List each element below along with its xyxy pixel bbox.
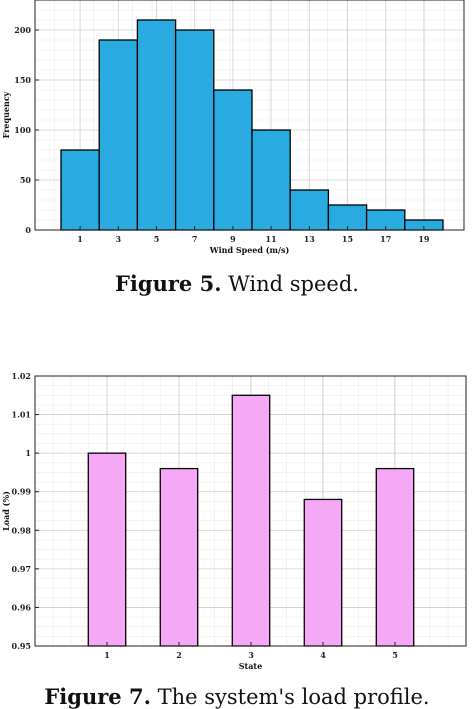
x-axis-label: State	[239, 661, 262, 671]
y-tick-label: 1.01	[12, 410, 31, 420]
bar-5	[136, 19, 177, 231]
figure-7-label: Figure 7.	[44, 684, 151, 709]
load-profile-bar-chart: 0.95 0.96 0.97 0.98 0.99 1 1.01 1.02 1 2 3 4 5 State L…	[1, 371, 467, 671]
figure-7-caption: Figure 7. The system's load profile.	[0, 684, 474, 709]
bar-2	[159, 467, 199, 647]
y-tick-label: 50	[20, 175, 32, 185]
figure-5-label: Figure 5.	[115, 271, 222, 296]
x-tick-label: 7	[192, 234, 198, 244]
y-tick-label: 0.96	[12, 602, 32, 612]
y-tick-label: 0.95	[12, 641, 31, 651]
bar-13	[289, 189, 330, 231]
y-axis-label: Load (%)	[1, 491, 11, 531]
x-tick-label: 17	[380, 234, 391, 244]
y-tick-label: 0.97	[12, 564, 31, 574]
bar-3	[231, 394, 271, 647]
x-tick-label: 11	[266, 234, 277, 244]
figure-7-text: The system's load profile.	[157, 685, 430, 709]
bar-7	[174, 29, 215, 231]
x-tick-label: 1	[77, 234, 83, 244]
x-tick-label: 15	[342, 234, 353, 244]
x-tick-label: 1	[104, 650, 110, 660]
figure-5-caption: Figure 5. Wind speed.	[0, 271, 474, 296]
y-tick-label: 200	[14, 25, 31, 35]
x-tick-label: 9	[230, 234, 236, 244]
x-axis-label: Wind Speed (m/s)	[209, 245, 290, 255]
y-tick-label: 150	[14, 75, 31, 85]
y-tick-label: 100	[14, 125, 31, 135]
bar-5	[375, 467, 415, 647]
x-tick-label: 3	[248, 650, 254, 660]
bar-3	[98, 39, 139, 231]
x-tick-label: 2	[176, 650, 182, 660]
x-tick-label: 4	[320, 650, 326, 660]
bar-9	[213, 89, 253, 231]
figure-5-text: Wind speed.	[228, 272, 359, 296]
x-tick-label: 5	[154, 234, 160, 244]
bar-4	[303, 498, 343, 647]
x-tick-label: 13	[304, 234, 316, 244]
bar-11	[251, 129, 291, 231]
x-tick-label: 5	[392, 650, 398, 660]
bar-1	[60, 149, 100, 231]
y-tick-label: 0.99	[12, 487, 32, 497]
y-tick-label: 1.02	[12, 371, 31, 381]
plot-frame	[34, 0, 465, 231]
bar-15	[327, 204, 368, 231]
y-axis-label: Frequency	[1, 91, 11, 138]
y-tick-label: 1	[25, 448, 31, 458]
y-tick-label: 0.98	[12, 525, 32, 535]
y-tick-label: 0	[25, 225, 31, 235]
bar-1	[87, 452, 127, 647]
x-tick-label: 19	[418, 234, 430, 244]
x-tick-label: 3	[116, 234, 122, 244]
